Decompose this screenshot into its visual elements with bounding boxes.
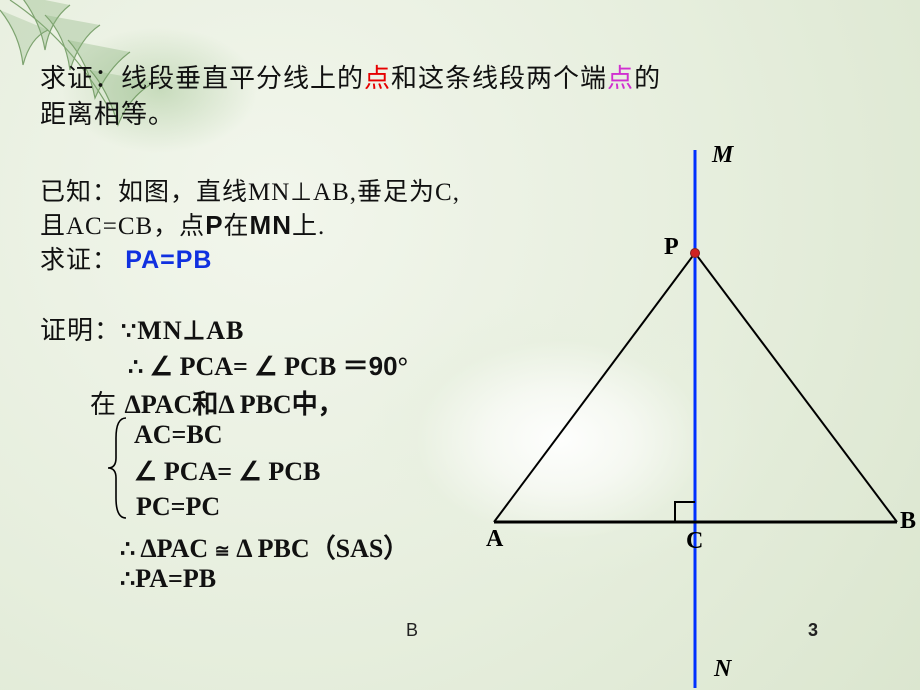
segment-PB xyxy=(695,253,897,522)
point-P-dot xyxy=(690,248,700,258)
right-angle-marker xyxy=(675,502,695,522)
label-B: B xyxy=(900,508,916,535)
label-P: P xyxy=(664,234,679,261)
label-N: N xyxy=(714,656,731,683)
segment-PA xyxy=(494,253,695,522)
label-C: C xyxy=(686,528,703,555)
label-A: A xyxy=(486,526,503,553)
label-M: M xyxy=(712,142,733,169)
footer-mark: B xyxy=(406,620,418,641)
slide-content: 求证：线段垂直平分线上的点和这条线段两个端点的 距离相等。 已知：如图，直线MN… xyxy=(0,0,920,690)
geometry-figure xyxy=(0,0,920,690)
page-number: 3 xyxy=(808,620,818,641)
